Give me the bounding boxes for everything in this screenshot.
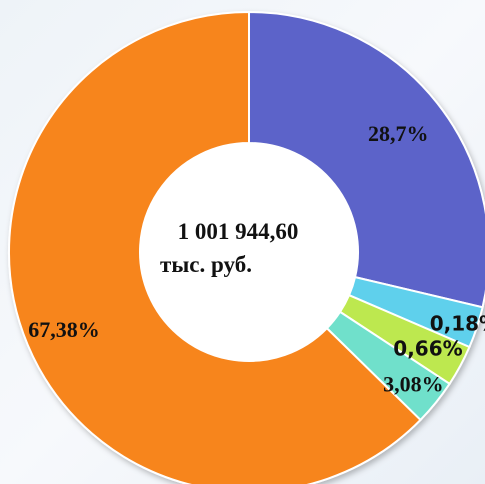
slice-label: 3,08% — [383, 372, 444, 397]
slice-label: 0,18% — [430, 311, 485, 335]
center-total-value: 1 001 944,60 — [178, 219, 299, 244]
center-total-unit: тыс. руб. — [160, 252, 252, 277]
slice-labels: 28,7% 0,18%0,66% 3,08% 67,38% — [28, 121, 485, 397]
donut-hole — [140, 143, 358, 361]
slice-label: 0,66% — [393, 336, 462, 360]
slice-label: 67,38% — [28, 317, 100, 342]
slice-label: 28,7% — [368, 121, 429, 146]
